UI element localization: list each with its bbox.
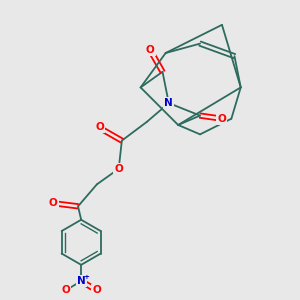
Text: O: O [96, 122, 104, 131]
Text: O: O [218, 114, 226, 124]
Text: O: O [61, 286, 70, 296]
Text: N: N [164, 98, 173, 108]
Text: +: + [83, 274, 89, 280]
Text: O: O [92, 286, 101, 296]
Text: N: N [77, 276, 85, 286]
Text: O: O [146, 45, 154, 55]
Text: O: O [114, 164, 123, 174]
Text: O: O [49, 198, 57, 208]
